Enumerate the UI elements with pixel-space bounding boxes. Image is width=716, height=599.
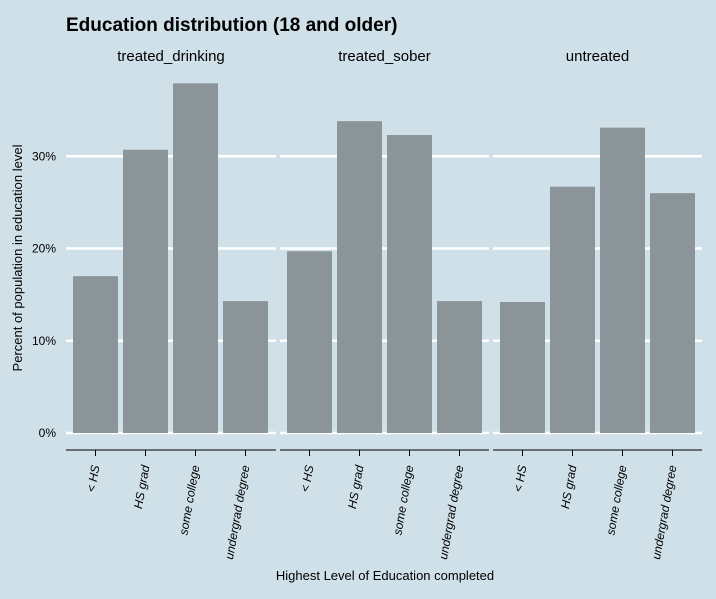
bar [650, 193, 695, 433]
x-axis-label: Highest Level of Education completed [276, 568, 494, 583]
bar [173, 83, 218, 433]
x-tick-label: HS grad [345, 464, 366, 510]
bar [337, 121, 382, 433]
x-tick-label: HS grad [131, 464, 152, 510]
bar [387, 135, 432, 433]
y-axis-label: Percent of population in education level [10, 144, 25, 371]
x-tick-label: undergrad degree [222, 464, 252, 561]
y-tick-label: 10% [32, 334, 56, 348]
bar [437, 301, 482, 433]
bar [73, 276, 118, 433]
facet-panel-treated-drinking: treated_drinking < HS HS grad some college u… [66, 48, 276, 560]
bar [500, 302, 545, 433]
bar [123, 149, 168, 434]
x-tick-label: < HS [511, 464, 529, 493]
x-tick-label: HS grad [558, 464, 579, 510]
x-tick-label: < HS [298, 464, 316, 493]
facet-label: treated_sober [338, 48, 431, 65]
facet-label: treated_drinking [117, 48, 225, 65]
bar [600, 127, 645, 433]
x-tick-label: some college [603, 464, 629, 536]
x-tick-label: some college [390, 464, 416, 536]
bar [223, 301, 268, 433]
plot-area: 0% 10% 20% 30% treated_drinking < HS HS grad so… [32, 48, 702, 560]
bar [550, 186, 595, 433]
facet-label: untreated [566, 48, 629, 65]
chart-title: Education distribution (18 and older) [66, 15, 397, 36]
y-tick-label: 20% [32, 242, 56, 256]
y-tick-label: 0% [39, 426, 57, 440]
facet-panel-treated-sober: treated_sober < HS HS grad some college unde… [280, 48, 489, 560]
facet-panel-untreated: untreated < HS HS grad some college undergra… [493, 48, 702, 560]
bar [287, 251, 332, 433]
y-tick-label: 30% [32, 149, 56, 163]
x-tick-label: < HS [84, 464, 102, 493]
x-tick-label: undergrad degree [436, 464, 466, 561]
x-tick-label: undergrad degree [649, 464, 679, 561]
x-tick-label: some college [176, 464, 202, 536]
